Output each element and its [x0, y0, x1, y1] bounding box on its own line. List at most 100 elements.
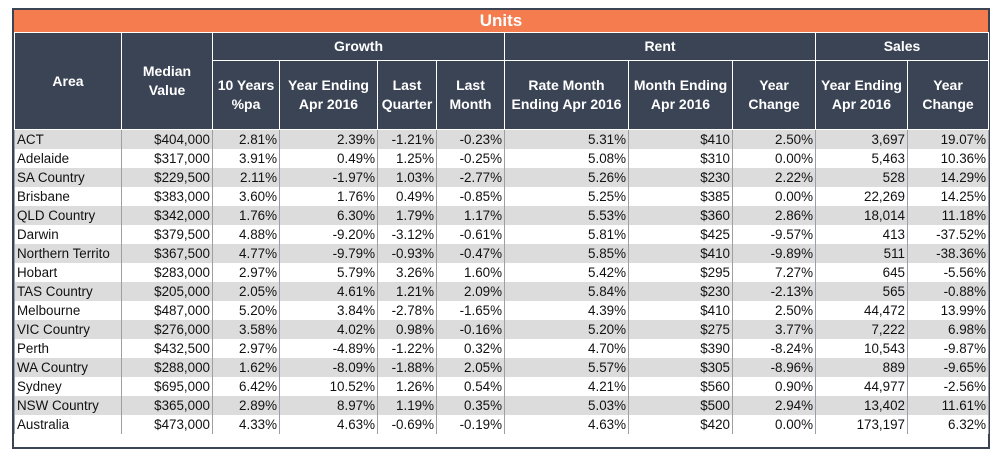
- cell-growth-year-ending: 6.30%: [279, 206, 378, 225]
- cell-sales-year-ending: 44,472: [815, 301, 908, 320]
- cell-area: Northern Territo: [14, 244, 122, 263]
- table-body: ACT $404,000 2.81% 2.39% -1.21% -0.23% 5.31% $4…: [14, 129, 989, 434]
- cell-growth-10yr: 5.20%: [212, 301, 280, 320]
- cell-sales-year-ending: 44,977: [815, 377, 908, 396]
- cell-growth-last-quarter: 0.49%: [377, 187, 437, 206]
- cell-growth-10yr: 2.97%: [212, 263, 280, 282]
- cell-sales-year-ending: 13,402: [815, 396, 908, 415]
- cell-growth-10yr: 2.05%: [212, 282, 280, 301]
- cell-growth-last-month: -0.19%: [436, 415, 505, 434]
- cell-median-value: $379,500: [121, 225, 213, 244]
- cell-median-value: $288,000: [121, 358, 213, 377]
- cell-area: Melbourne: [14, 301, 122, 320]
- table-row: VIC Country $276,000 3.58% 4.02% 0.98% -0.16%…: [14, 320, 989, 339]
- header-line: Month: [449, 96, 492, 112]
- header-sales-change: Year Change: [907, 60, 989, 130]
- header-rent: Rent: [504, 32, 816, 61]
- cell-rent-change: -8.96%: [732, 358, 816, 377]
- cell-growth-last-month: -2.77%: [436, 168, 505, 187]
- cell-growth-last-month: 1.17%: [436, 206, 505, 225]
- cell-sales-change: -37.52%: [907, 225, 989, 244]
- cell-area: Perth: [14, 339, 122, 358]
- cell-median-value: $367,500: [121, 244, 213, 263]
- cell-sales-change: -2.56%: [907, 377, 989, 396]
- cell-sales-change: 14.25%: [907, 187, 989, 206]
- cell-rent-month: $410: [628, 244, 733, 263]
- cell-rent-month: $420: [628, 415, 733, 434]
- cell-growth-last-month: -0.61%: [436, 225, 505, 244]
- table-row: SA Country $229,500 2.11% -1.97% 1.03% -2.77%…: [14, 168, 989, 187]
- cell-sales-year-ending: 3,697: [815, 129, 908, 149]
- cell-rent-change: -2.13%: [732, 282, 816, 301]
- table-row: QLD Country $342,000 1.76% 6.30% 1.79% 1.17% 5…: [14, 206, 989, 225]
- header-line: 10 Years: [217, 77, 275, 93]
- header-sales: Sales: [815, 32, 989, 61]
- cell-rent-change: 0.90%: [732, 377, 816, 396]
- cell-rent-rate: 5.20%: [504, 320, 629, 339]
- cell-area: Australia: [14, 415, 122, 434]
- header-rent-change: Year Change: [732, 60, 816, 130]
- header-line: Quarter: [381, 96, 433, 112]
- cell-area: Hobart: [14, 263, 122, 282]
- cell-rent-month: $310: [628, 149, 733, 168]
- cell-growth-last-quarter: 1.19%: [377, 396, 437, 415]
- cell-rent-rate: 4.39%: [504, 301, 629, 320]
- cell-rent-change: 0.00%: [732, 187, 816, 206]
- table-row: Perth $432,500 2.97% -4.89% -1.22% 0.32% 4.70%…: [14, 339, 989, 358]
- cell-growth-year-ending: 4.61%: [279, 282, 378, 301]
- cell-growth-last-quarter: -0.93%: [377, 244, 437, 263]
- cell-rent-rate: 5.84%: [504, 282, 629, 301]
- cell-growth-last-month: -0.25%: [436, 149, 505, 168]
- header-line: Change: [748, 96, 800, 112]
- cell-rent-change: 0.00%: [732, 149, 816, 168]
- cell-rent-change: 2.50%: [732, 301, 816, 320]
- header-rent-rate: Rate Month Ending Apr 2016: [504, 60, 629, 130]
- cell-area: WA Country: [14, 358, 122, 377]
- cell-growth-10yr: 2.97%: [212, 339, 280, 358]
- cell-rent-month: $425: [628, 225, 733, 244]
- cell-growth-last-quarter: 1.26%: [377, 377, 437, 396]
- units-table-panel: Units Area Median Value Growth Rent: [12, 8, 990, 449]
- cell-growth-year-ending: 1.76%: [279, 187, 378, 206]
- cell-growth-last-quarter: 0.98%: [377, 320, 437, 339]
- header-line: Last: [392, 77, 422, 93]
- header-sales-year-ending: Year Ending Apr 2016: [815, 60, 908, 130]
- header-line: Ending Apr 2016: [511, 96, 622, 112]
- cell-sales-change: -9.65%: [907, 358, 989, 377]
- cell-median-value: $342,000: [121, 206, 213, 225]
- cell-growth-10yr: 4.33%: [212, 415, 280, 434]
- cell-median-value: $404,000: [121, 129, 213, 149]
- cell-growth-last-quarter: 3.26%: [377, 263, 437, 282]
- header-median-value-line2: Value: [148, 82, 186, 98]
- cell-rent-month: $560: [628, 377, 733, 396]
- cell-area: QLD Country: [14, 206, 122, 225]
- table-row: WA Country $288,000 1.62% -8.09% -1.88% 2.05%…: [14, 358, 989, 377]
- table-row: Darwin $379,500 4.88% -9.20% -3.12% -0.61% 5.8…: [14, 225, 989, 244]
- cell-median-value: $205,000: [121, 282, 213, 301]
- cell-growth-last-month: 2.05%: [436, 358, 505, 377]
- cell-median-value: $473,000: [121, 415, 213, 434]
- header-line: Year: [759, 77, 789, 93]
- cell-growth-last-month: -1.65%: [436, 301, 505, 320]
- table-row: Hobart $283,000 2.97% 5.79% 3.26% 1.60% 5.42% $…: [14, 263, 989, 282]
- cell-growth-last-quarter: -2.78%: [377, 301, 437, 320]
- cell-growth-last-quarter: 1.25%: [377, 149, 437, 168]
- cell-sales-year-ending: 22,269: [815, 187, 908, 206]
- cell-growth-last-month: 2.09%: [436, 282, 505, 301]
- cell-median-value: $365,000: [121, 396, 213, 415]
- table-title: Units: [14, 10, 988, 32]
- cell-growth-10yr: 3.58%: [212, 320, 280, 339]
- cell-growth-year-ending: 4.63%: [279, 415, 378, 434]
- cell-growth-last-quarter: 1.03%: [377, 168, 437, 187]
- cell-growth-year-ending: 2.39%: [279, 129, 378, 149]
- cell-growth-year-ending: -8.09%: [279, 358, 378, 377]
- cell-area: NSW Country: [14, 396, 122, 415]
- cell-growth-last-month: 0.54%: [436, 377, 505, 396]
- cell-median-value: $276,000: [121, 320, 213, 339]
- header-growth-last-month: Last Month: [436, 60, 505, 130]
- cell-sales-change: 11.18%: [907, 206, 989, 225]
- cell-growth-last-quarter: 1.21%: [377, 282, 437, 301]
- cell-rent-change: 2.22%: [732, 168, 816, 187]
- cell-growth-10yr: 1.62%: [212, 358, 280, 377]
- cell-growth-last-quarter: 1.79%: [377, 206, 437, 225]
